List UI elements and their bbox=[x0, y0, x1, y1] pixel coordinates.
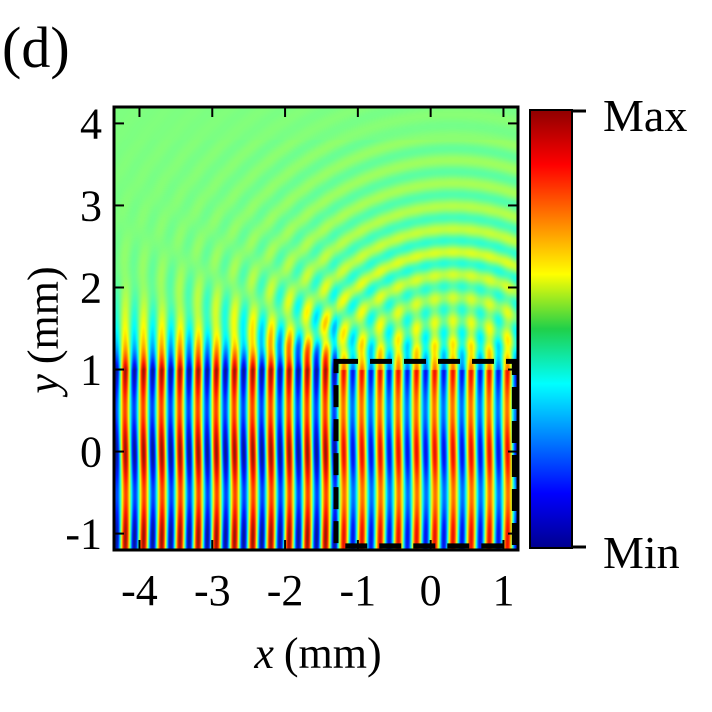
x-axis-ticks: -4 -3 -2 -1 0 1 bbox=[121, 107, 514, 615]
plot-area: -4 -3 -2 -1 0 1 -1 0 1 2 3 4 bbox=[65, 99, 520, 615]
plot-frame bbox=[112, 105, 520, 552]
x-axis-label: x (mm) bbox=[253, 629, 381, 678]
x-tick-label: 1 bbox=[492, 566, 514, 615]
x-tick-label: -4 bbox=[121, 566, 158, 615]
y-tick-label: 3 bbox=[80, 181, 102, 230]
highlight-box-rect bbox=[333, 358, 517, 549]
x-tick-label: -1 bbox=[340, 566, 377, 615]
x-tick-label: 0 bbox=[420, 566, 442, 615]
panel-label: (d) bbox=[2, 15, 70, 80]
colorbar-min-label: Min bbox=[603, 527, 680, 578]
y-axis-ticks: -1 0 1 2 3 4 bbox=[65, 99, 518, 559]
y-axis-label: y(mm) bbox=[19, 266, 68, 397]
y-tick-label: 4 bbox=[80, 99, 102, 148]
y-tick-label: 0 bbox=[80, 428, 102, 477]
colorbar-max-label: Max bbox=[603, 90, 687, 141]
x-tick-label: -2 bbox=[267, 566, 304, 615]
heatmap-image bbox=[114, 107, 518, 550]
y-tick-label: 1 bbox=[80, 346, 102, 395]
x-tick-label: -3 bbox=[194, 566, 231, 615]
highlight-box bbox=[333, 358, 517, 549]
colorbar-gradient bbox=[529, 109, 573, 549]
colorbar: Max Min bbox=[529, 90, 687, 578]
y-tick-label: -1 bbox=[65, 510, 102, 559]
y-tick-label: 2 bbox=[80, 263, 102, 312]
